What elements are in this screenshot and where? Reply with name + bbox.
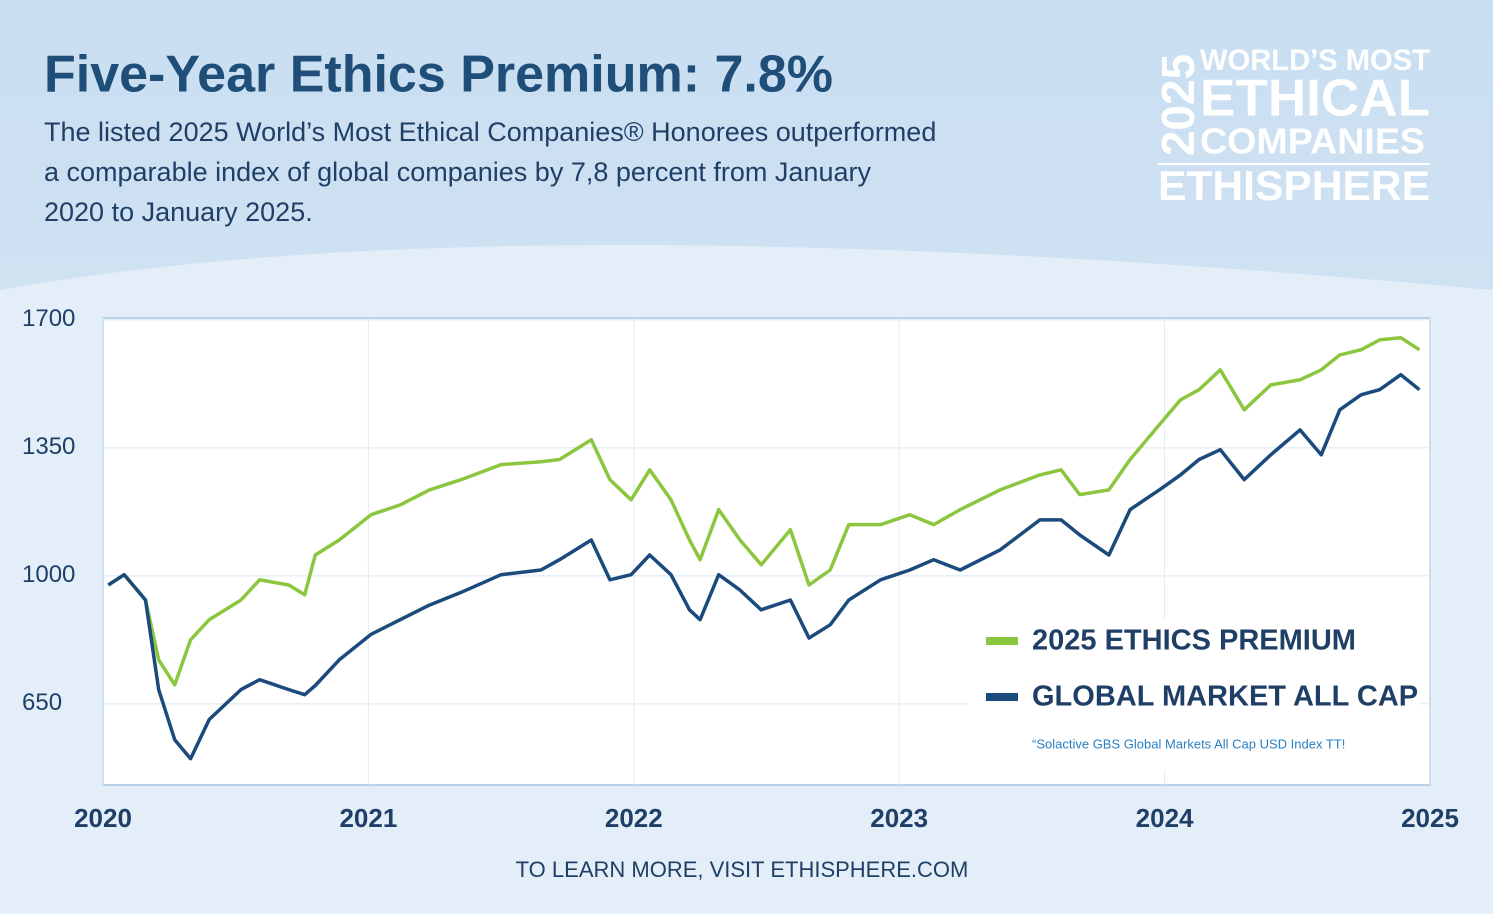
footnote: “Solactive GBS Global Markets All Cap US… <box>1032 736 1345 751</box>
x-tick-label: 2020 <box>74 803 132 833</box>
logo-line: WORLD’S MOST <box>1200 44 1430 77</box>
legend-box <box>968 620 1420 770</box>
series-line <box>107 372 1421 761</box>
logo-year: 2025 <box>1152 54 1204 156</box>
lines <box>107 335 1421 761</box>
x-tick-label: 2024 <box>1136 803 1194 833</box>
x-tick-label: 2025 <box>1401 803 1459 833</box>
legend: 2025 ETHICS PREMIUM GLOBAL MARKET ALL CAP <box>986 625 1418 713</box>
x-tick-label: 2023 <box>870 803 928 833</box>
subtitle-line: a comparable index of global companies b… <box>44 157 871 187</box>
logo-line: COMPANIES <box>1200 121 1425 162</box>
x-tick-label: 2021 <box>339 803 397 833</box>
subtitle: The listed 2025 World’s Most Ethical Com… <box>44 117 936 227</box>
y-tick-label: 1700 <box>22 305 75 332</box>
y-tick-label: 1000 <box>22 561 75 588</box>
title: Five-Year Ethics Premium: 7.8% <box>44 46 833 104</box>
y-tick-label: 650 <box>22 689 62 716</box>
legend-label: GLOBAL MARKET ALL CAP <box>1032 681 1418 713</box>
subtitle-line: The listed 2025 World’s Most Ethical Com… <box>44 117 936 147</box>
logo-line: ETHICAL <box>1200 70 1430 128</box>
subtitle-line: 2020 to January 2025. <box>44 197 313 227</box>
footer: TO LEARN MORE, VISIT ETHISPHERE.COM <box>516 857 969 882</box>
logo: 2025 WORLD’S MOST ETHICAL COMPANIES ETHI… <box>1152 44 1430 209</box>
x-tick-label: 2022 <box>605 803 663 833</box>
y-tick-label: 1350 <box>22 433 75 460</box>
logo-line: ETHISPHERE <box>1158 162 1430 209</box>
series-line <box>107 335 1421 687</box>
legend-label: 2025 ETHICS PREMIUM <box>1032 625 1356 657</box>
